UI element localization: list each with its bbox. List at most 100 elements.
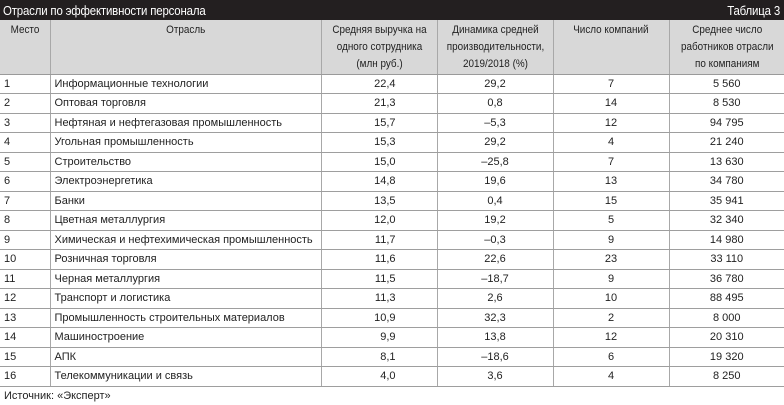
cell-dynamics: 13,8 xyxy=(436,327,553,348)
cell-companies: 12 xyxy=(552,327,669,348)
cell-revenue: 11,3 xyxy=(320,288,437,309)
cell-companies: 23 xyxy=(552,249,669,270)
cell-dynamics: 29,2 xyxy=(436,132,553,153)
table-header-row: Место Отрасль Средняя выручка на одного … xyxy=(0,20,784,75)
cell-dynamics: –0,3 xyxy=(436,230,553,250)
cell-industry: Промышленность строительных материалов xyxy=(49,308,321,328)
cell-employees: 19 320 xyxy=(668,347,784,367)
cell-revenue: 21,3 xyxy=(320,93,437,114)
cell-employees: 20 310 xyxy=(668,327,784,348)
cell-employees: 94 795 xyxy=(668,113,784,133)
cell-industry: Угольная промышленность xyxy=(49,132,321,153)
table-row: 15 АПК 8,1 –18,6 6 19 320 xyxy=(0,347,784,367)
cell-rank: 1 xyxy=(0,74,50,94)
cell-revenue: 14,8 xyxy=(320,171,437,192)
cell-employees: 88 495 xyxy=(668,288,784,309)
cell-dynamics: 22,6 xyxy=(436,249,553,270)
cell-revenue: 11,6 xyxy=(320,249,437,270)
cell-companies: 9 xyxy=(552,269,669,289)
cell-dynamics: –18,7 xyxy=(436,269,553,289)
cell-rank: 8 xyxy=(0,210,50,231)
cell-companies: 4 xyxy=(552,366,669,387)
cell-rank: 15 xyxy=(0,347,50,367)
cell-rank: 7 xyxy=(0,191,50,211)
cell-dynamics: 19,2 xyxy=(436,210,553,231)
header-employees: Среднее число работников отрасли по комп… xyxy=(668,20,784,75)
table-row: 4 Угольная промышленность 15,3 29,2 4 21 240 xyxy=(0,132,784,153)
cell-industry: Химическая и нефтехимическая промышленно… xyxy=(49,230,321,250)
cell-companies: 10 xyxy=(552,288,669,309)
cell-rank: 5 xyxy=(0,152,50,172)
table-row: 11 Черная металлургия 11,5 –18,7 9 36 780 xyxy=(0,269,784,289)
cell-industry: Электроэнергетика xyxy=(49,171,321,192)
cell-industry: Нефтяная и нефтегазовая промышленность xyxy=(49,113,321,133)
cell-employees: 8 000 xyxy=(668,308,784,328)
cell-employees: 36 780 xyxy=(668,269,784,289)
cell-rank: 6 xyxy=(0,171,50,192)
cell-dynamics: 0,4 xyxy=(436,191,553,211)
table-row: 7 Банки 13,5 0,4 15 35 941 xyxy=(0,191,784,211)
industry-efficiency-table: Место Отрасль Средняя выручка на одного … xyxy=(0,20,784,387)
cell-dynamics: 19,6 xyxy=(436,171,553,192)
cell-revenue: 9,9 xyxy=(320,327,437,348)
cell-companies: 13 xyxy=(552,171,669,192)
cell-revenue: 15,0 xyxy=(320,152,437,172)
table-title: Отрасли по эффективности персонала xyxy=(3,2,206,18)
cell-rank: 16 xyxy=(0,366,50,387)
table-body: 1 Информационные технологии 22,4 29,2 7 5 560… xyxy=(0,74,784,387)
table-row: 10 Розничная торговля 11,6 22,6 23 33 110 xyxy=(0,249,784,270)
header-rank: Место xyxy=(0,20,50,75)
cell-employees: 13 630 xyxy=(668,152,784,172)
source-note: Источник: «Эксперт» xyxy=(4,389,111,402)
cell-revenue: 10,9 xyxy=(320,308,437,328)
cell-industry: Банки xyxy=(49,191,321,211)
cell-industry: Цветная металлургия xyxy=(49,210,321,231)
cell-employees: 8 530 xyxy=(668,93,784,114)
cell-dynamics: 32,3 xyxy=(436,308,553,328)
cell-revenue: 11,7 xyxy=(320,230,437,250)
cell-employees: 34 780 xyxy=(668,171,784,192)
cell-revenue: 12,0 xyxy=(320,210,437,231)
cell-dynamics: –5,3 xyxy=(436,113,553,133)
cell-employees: 33 110 xyxy=(668,249,784,270)
cell-employees: 5 560 xyxy=(668,74,784,94)
cell-industry: Черная металлургия xyxy=(49,269,321,289)
cell-companies: 14 xyxy=(552,93,669,114)
cell-companies: 9 xyxy=(552,230,669,250)
cell-companies: 7 xyxy=(552,74,669,94)
table-row: 1 Информационные технологии 22,4 29,2 7 5 560 xyxy=(0,74,784,94)
cell-companies: 6 xyxy=(552,347,669,367)
cell-employees: 8 250 xyxy=(668,366,784,387)
cell-industry: Телекоммуникации и связь xyxy=(49,366,321,387)
table-row: 13 Промышленность строительных материалов… xyxy=(0,308,784,328)
cell-rank: 4 xyxy=(0,132,50,153)
header-dynamics: Динамика средней производительности, 201… xyxy=(436,20,553,75)
cell-revenue: 11,5 xyxy=(320,269,437,289)
cell-companies: 4 xyxy=(552,132,669,153)
table-number-label: Таблица 3 xyxy=(727,2,780,18)
cell-companies: 7 xyxy=(552,152,669,172)
cell-revenue: 15,7 xyxy=(320,113,437,133)
cell-industry: Оптовая торговля xyxy=(49,93,321,114)
cell-employees: 35 941 xyxy=(668,191,784,211)
cell-employees: 32 340 xyxy=(668,210,784,231)
cell-revenue: 4,0 xyxy=(320,366,437,387)
table-title-bar: Отрасли по эффективности персонала Табли… xyxy=(0,0,784,20)
cell-dynamics: 0,8 xyxy=(436,93,553,114)
header-revenue: Средняя выручка на одного сотрудника (мл… xyxy=(320,20,437,75)
cell-industry: Транспорт и логистика xyxy=(49,288,321,309)
cell-dynamics: 3,6 xyxy=(436,366,553,387)
table-row: 14 Машиностроение 9,9 13,8 12 20 310 xyxy=(0,327,784,348)
cell-industry: Машиностроение xyxy=(49,327,321,348)
cell-industry: Информационные технологии xyxy=(49,74,321,94)
cell-companies: 5 xyxy=(552,210,669,231)
cell-industry: АПК xyxy=(49,347,321,367)
cell-rank: 11 xyxy=(0,269,50,289)
cell-companies: 15 xyxy=(552,191,669,211)
cell-industry: Розничная торговля xyxy=(49,249,321,270)
cell-dynamics: –18,6 xyxy=(436,347,553,367)
table-row: 12 Транспорт и логистика 11,3 2,6 10 88 495 xyxy=(0,288,784,309)
cell-rank: 2 xyxy=(0,93,50,114)
header-companies: Число компаний xyxy=(552,20,669,75)
